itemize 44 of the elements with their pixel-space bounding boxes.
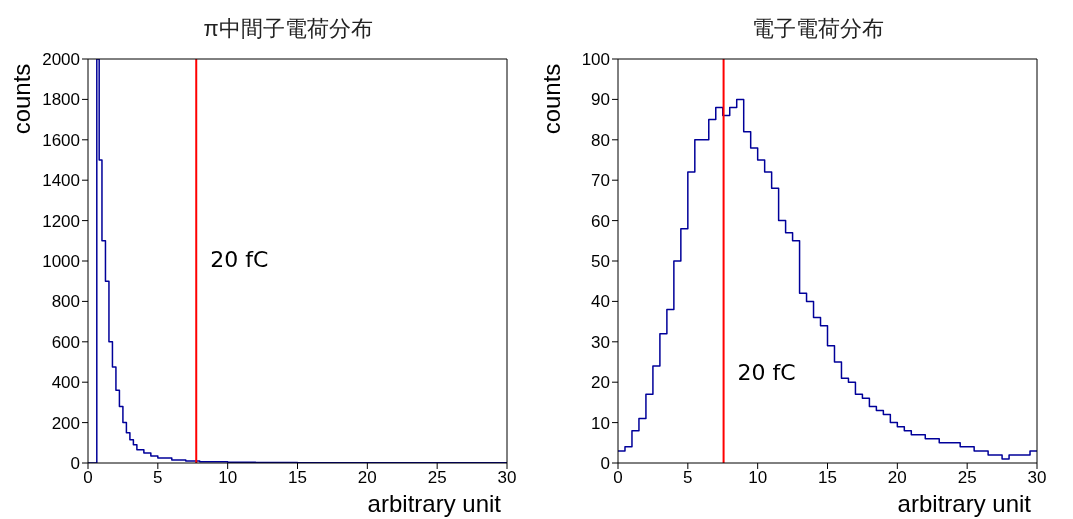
chart-title: 電子電荷分布 — [751, 15, 885, 43]
y-tick-label: 30 — [591, 332, 610, 352]
x-tick-label: 10 — [748, 468, 768, 488]
y-tick-label: 100 — [581, 50, 610, 70]
y-tick-label: 1400 — [42, 171, 80, 191]
y-tick-label: 0 — [600, 454, 610, 474]
x-tick-label: 15 — [288, 468, 307, 488]
ref-line-label: 20 fC — [737, 360, 796, 386]
x-axis-title: arbitrary unit — [897, 490, 1032, 517]
y-tick-label: 600 — [51, 332, 80, 352]
x-tick-label: 20 — [887, 468, 907, 488]
y-tick-label: 800 — [51, 292, 80, 312]
y-tick-label: 10 — [591, 413, 610, 433]
x-tick-label: 5 — [683, 468, 693, 488]
x-tick-label: 10 — [218, 468, 238, 488]
x-tick-label: 15 — [818, 468, 837, 488]
x-tick-label: 5 — [153, 468, 163, 488]
y-tick-label: 50 — [591, 252, 610, 272]
y-tick-label: 20 — [591, 373, 610, 393]
x-tick-label: 30 — [497, 468, 517, 488]
x-tick-label: 25 — [427, 468, 447, 488]
chart-title: π中間子電荷分布 — [202, 15, 374, 43]
y-tick-label: 1800 — [42, 90, 80, 110]
x-tick-label: 25 — [957, 468, 977, 488]
y-tick-label: 40 — [591, 292, 610, 312]
y-tick-label: 1200 — [42, 211, 80, 231]
x-axis-title: arbitrary unit — [367, 490, 502, 517]
ref-line-label: 20 fC — [210, 247, 269, 272]
x-tick-label: 0 — [83, 468, 93, 488]
y-tick-label: 200 — [51, 413, 80, 433]
y-tick-label: 0 — [70, 454, 80, 474]
y-tick-label: 400 — [51, 373, 80, 393]
x-tick-label: 0 — [613, 468, 623, 488]
y-tick-label: 1000 — [42, 252, 80, 272]
y-tick-label: 80 — [591, 130, 610, 150]
y-axis-title: counts — [8, 63, 35, 135]
x-tick-label: 20 — [357, 468, 377, 488]
x-tick-label: 30 — [1027, 468, 1047, 488]
y-tick-label: 70 — [591, 171, 610, 191]
y-axis-title: counts — [538, 63, 565, 135]
y-tick-label: 2000 — [42, 50, 80, 70]
y-tick-label: 60 — [591, 211, 610, 231]
y-tick-label: 90 — [591, 90, 610, 110]
y-tick-label: 1600 — [42, 130, 80, 150]
